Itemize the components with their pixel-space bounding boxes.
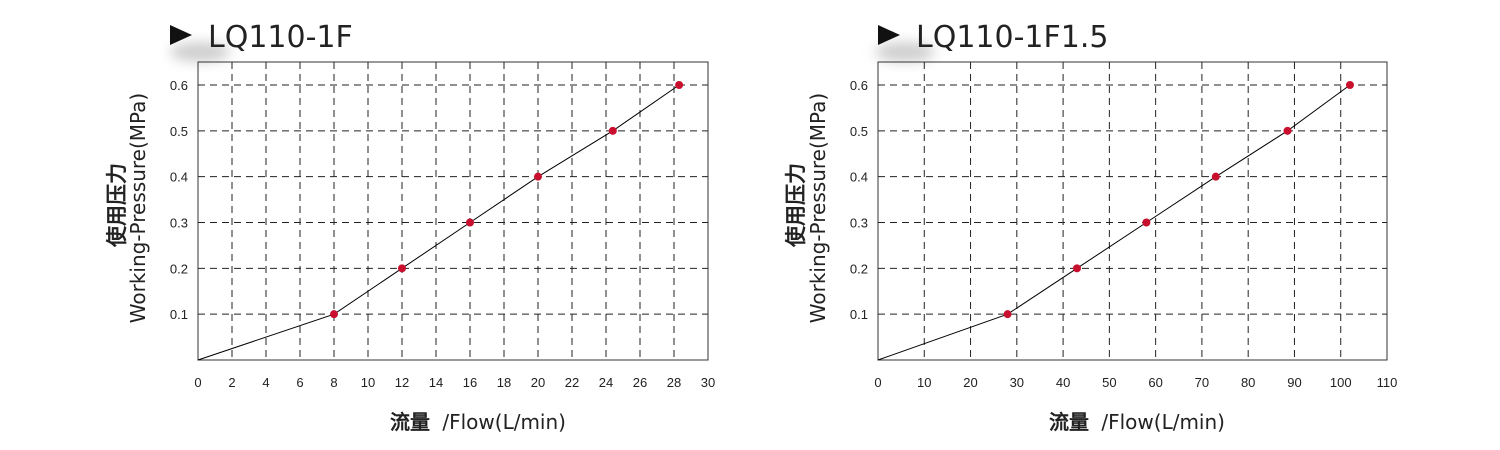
chart-1-xlabel-en: /Flow(L/min) <box>442 410 566 434</box>
data-point <box>608 126 617 135</box>
data-point <box>1211 172 1220 181</box>
x-tick-label: 60 <box>1148 375 1162 390</box>
chart-2-xlabel-cn: 流量 <box>1049 410 1089 434</box>
chart-1-title-shadow <box>170 42 230 62</box>
y-tick-label: 0.2 <box>170 261 188 276</box>
x-tick-label: 40 <box>1056 375 1070 390</box>
y-tick-label: 0.3 <box>850 216 868 231</box>
x-tick-label: 10 <box>361 375 375 390</box>
x-tick-label: 12 <box>395 375 409 390</box>
x-tick-label: 6 <box>296 375 303 390</box>
x-tick-label: 0 <box>874 375 881 390</box>
data-point <box>534 172 542 181</box>
x-tick-label: 16 <box>463 375 477 390</box>
chart-1-ylabel-cn: 使用压力 <box>105 163 129 248</box>
data-point <box>1072 264 1081 273</box>
y-tick-label: 0.4 <box>170 170 188 185</box>
chart-2-xlabel: 流量 /Flow(L/min) <box>1049 410 1225 434</box>
y-tick-label: 0.5 <box>850 124 868 139</box>
data-point <box>1003 310 1012 319</box>
x-tick-label: 10 <box>917 375 931 390</box>
x-tick-label: 4 <box>262 375 269 390</box>
x-tick-label: 26 <box>633 375 647 390</box>
data-point <box>1142 218 1151 227</box>
chart-1-plot: 0 2 4 6 8 10 12 14 16 18 20 22 24 26 28 300.10.20.30.40… <box>170 61 715 390</box>
y-tick-label: 0.6 <box>170 78 188 93</box>
data-point <box>1283 126 1292 135</box>
chart-2-ylabel-en: Working-Pressure(MPa) <box>806 93 830 323</box>
play-triangle-icon <box>878 25 900 45</box>
chart-1-title: LQ110-1F <box>208 20 353 55</box>
data-point <box>330 310 338 319</box>
data-point <box>398 264 406 273</box>
y-tick-label: 0.1 <box>170 307 188 322</box>
chart-2-title: LQ110-1F1.5 <box>916 20 1108 55</box>
x-tick-label: 20 <box>963 375 977 390</box>
chart-2-xlabel-en: /Flow(L/min) <box>1101 410 1225 434</box>
chart-2-title-shadow <box>875 42 935 62</box>
chart-2-plot: 0 10 20 30 40 50 60 70 80 90 100 110 0.1 0.2 0.3 0.4 0.5… <box>850 61 1398 390</box>
chart-2-ylabel-cn: 使用压力 <box>784 163 808 248</box>
y-tick-label: 0.4 <box>850 170 868 185</box>
x-tick-label: 8 <box>330 375 337 390</box>
y-tick-label: 0.5 <box>170 124 188 139</box>
x-tick-label: 0 <box>194 375 201 390</box>
x-tick-label: 30 <box>701 375 715 390</box>
plot-frame <box>197 61 709 361</box>
chart-2: LQ110-1F1.5 0 10 20 30 40 50 60 70 80 90 100 110 0.1… <box>784 20 1397 434</box>
x-tick-label: 110 <box>1377 375 1398 390</box>
y-tick-label: 0.3 <box>170 216 188 231</box>
data-point <box>675 81 684 89</box>
y-tick-label: 0.6 <box>850 78 868 93</box>
data-point <box>1345 81 1354 89</box>
x-tick-label: 30 <box>1010 375 1024 390</box>
y-tick-label: 0.2 <box>850 261 868 276</box>
x-tick-label: 28 <box>667 375 681 390</box>
x-tick-label: 50 <box>1102 375 1116 390</box>
x-tick-label: 90 <box>1287 375 1301 390</box>
x-tick-label: 80 <box>1241 375 1255 390</box>
x-tick-label: 20 <box>531 375 545 390</box>
chart-1: LQ110-1F 0 2 4 6 8 10 12 14 16 18 20 22 24 26 28 300.10… <box>105 20 715 434</box>
x-tick-label: 70 <box>1195 375 1209 390</box>
x-tick-label: 18 <box>497 375 511 390</box>
chart-1-header: LQ110-1F <box>170 20 353 62</box>
x-tick-label: 22 <box>565 375 579 390</box>
x-tick-label: 14 <box>429 375 443 390</box>
chart-1-xlabel: 流量 /Flow(L/min) <box>390 410 566 434</box>
x-tick-label: 100 <box>1330 375 1352 390</box>
chart-1-xlabel-cn: 流量 <box>390 410 430 434</box>
chart-2-header: LQ110-1F1.5 <box>875 20 1108 62</box>
plot-frame <box>877 61 1388 361</box>
x-tick-label: 24 <box>599 375 613 390</box>
y-tick-label: 0.1 <box>850 307 868 322</box>
data-point <box>466 218 474 227</box>
chart-1-ylabel-en: Working-Pressure(MPa) <box>126 93 150 323</box>
play-triangle-icon <box>170 25 192 45</box>
x-tick-label: 2 <box>228 375 235 390</box>
